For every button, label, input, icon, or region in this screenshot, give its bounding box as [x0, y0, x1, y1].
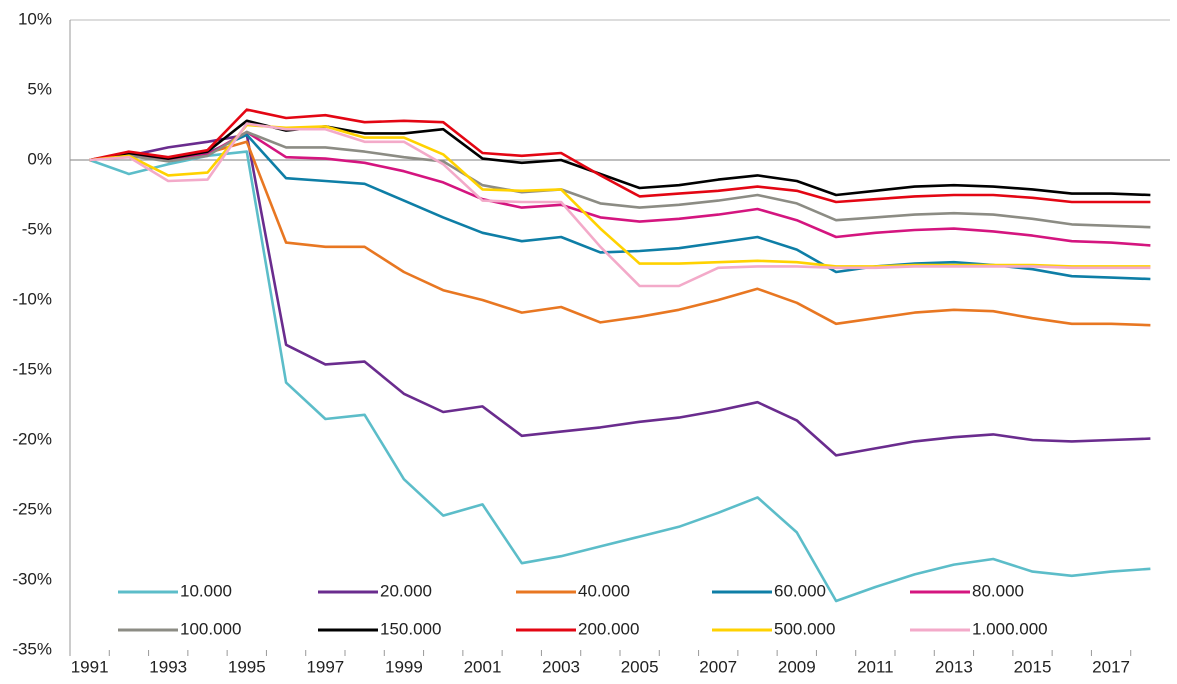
- series-line: [89, 140, 1151, 327]
- y-tick-label: -30%: [12, 569, 52, 588]
- x-tick-label: 2015: [1014, 657, 1052, 676]
- series-line: [89, 108, 1151, 204]
- x-tick-label: 2001: [464, 657, 502, 676]
- y-tick-label: 0%: [27, 149, 52, 168]
- legend-label: 10.000: [180, 581, 232, 600]
- x-tick-label: 2003: [542, 657, 580, 676]
- x-tick-label: 2013: [935, 657, 973, 676]
- legend-label: 40.000: [578, 581, 630, 600]
- legend-label: 20.000: [380, 581, 432, 600]
- legend-label: 60.000: [774, 581, 826, 600]
- y-tick-label: 5%: [27, 79, 52, 98]
- x-tick-label: 2017: [1092, 657, 1130, 676]
- legend-label: 200.000: [578, 619, 639, 638]
- series-line: [89, 122, 1151, 288]
- x-tick-label: 1995: [228, 657, 266, 676]
- legend-label: 1.000.000: [972, 619, 1048, 638]
- y-tick-label: -20%: [12, 429, 52, 448]
- legend-label: 500.000: [774, 619, 835, 638]
- series-line: [89, 133, 1151, 281]
- x-tick-label: 1993: [149, 657, 187, 676]
- x-tick-label: 1997: [306, 657, 344, 676]
- y-tick-label: -15%: [12, 359, 52, 378]
- legend-label: 100.000: [180, 619, 241, 638]
- x-tick-label: 2011: [857, 657, 894, 676]
- y-tick-label: -25%: [12, 499, 52, 518]
- series-line: [89, 130, 1151, 229]
- series-line: [89, 130, 1151, 247]
- y-tick-label: -5%: [22, 219, 52, 238]
- legend-label: 150.000: [380, 619, 441, 638]
- x-tick-label: 2007: [699, 657, 737, 676]
- legend-label: 80.000: [972, 581, 1024, 600]
- x-tick-label: 2009: [778, 657, 816, 676]
- series-line: [89, 133, 1151, 457]
- y-tick-label: -10%: [12, 289, 52, 308]
- y-tick-label: 10%: [18, 9, 52, 28]
- x-tick-label: 1999: [385, 657, 423, 676]
- x-tick-label: 2005: [621, 657, 659, 676]
- y-tick-label: -35%: [12, 639, 52, 658]
- series-line: [89, 150, 1151, 603]
- x-tick-label: 1991: [71, 657, 109, 676]
